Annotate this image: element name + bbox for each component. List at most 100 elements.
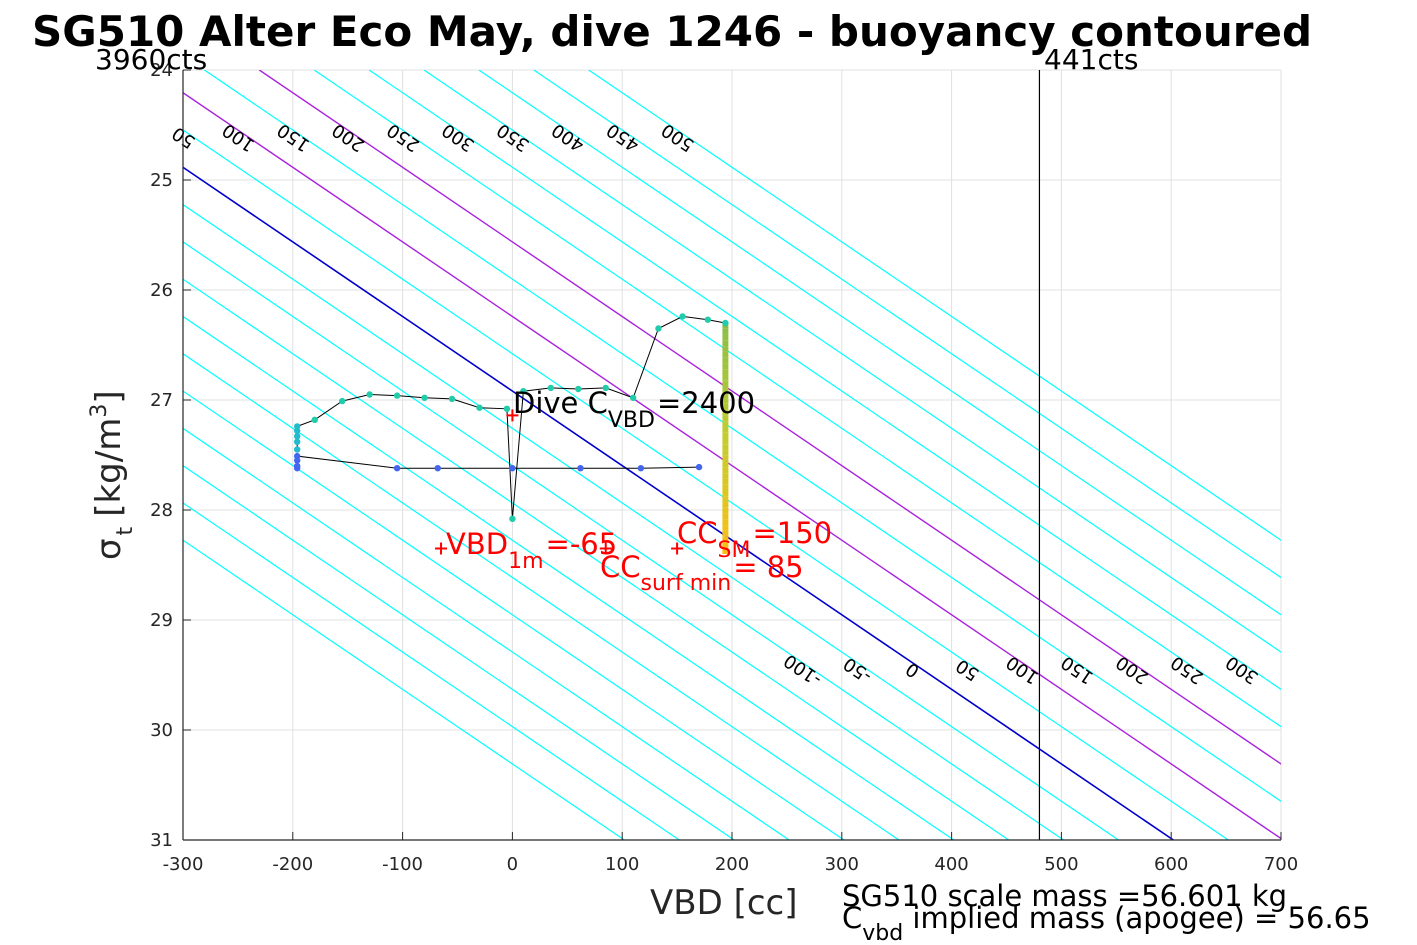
contour-line	[183, 241, 1064, 840]
cc-sm-post: =150	[752, 516, 832, 550]
cc-sm-annotation: CCSM=150	[677, 516, 832, 563]
climb-point	[293, 427, 301, 434]
descent-point	[293, 462, 301, 470]
contour-label-lower: 250	[1167, 651, 1207, 688]
left-counts-label: 3960cts	[95, 43, 207, 76]
climb-point	[679, 313, 686, 320]
descent-point	[393, 465, 401, 472]
climb-point	[547, 384, 555, 392]
dive-cvbd-sub: VBD	[608, 408, 655, 433]
climb-point	[448, 395, 456, 403]
cc-surf-min-post: = 85	[733, 550, 803, 584]
vbd-1m-pre: VBD	[446, 527, 508, 561]
climb-point	[655, 325, 662, 332]
y-tick-label: 31	[150, 830, 173, 851]
vbd-1m-annotation: VBD1m=-65	[446, 527, 617, 574]
climb-point	[722, 319, 729, 327]
climb-point	[293, 433, 301, 440]
marker-cc_sm	[671, 542, 684, 555]
contour-label-lower: 300	[1222, 651, 1262, 688]
contour-line	[183, 502, 680, 840]
x-tick-label: 300	[825, 854, 859, 875]
contour-line	[183, 91, 1281, 840]
contour-line	[588, 70, 1281, 541]
contour-labels: 50 100 150 200 250 300 350 400 450 500 -100 -50 0 50 1…	[168, 119, 1262, 690]
contour-label-upper: 200	[328, 119, 368, 156]
y-label-unit: [kg/m	[89, 418, 129, 517]
dive-cvbd-pre: Dive C	[513, 386, 608, 420]
climb-point	[503, 405, 511, 412]
climb-point	[476, 404, 483, 411]
cc-surf-min-sub: surf min	[641, 571, 732, 596]
x-ticks: -300 -200 -100 0 100 200 300 400 500 600 700	[163, 832, 1298, 875]
buoyancy-contours	[183, 70, 1281, 840]
vbd-1m-post: =-65	[546, 527, 618, 561]
climb-point	[704, 316, 712, 323]
descent-point	[577, 465, 584, 472]
contour-label-lower: -100	[780, 649, 826, 689]
contour-line	[183, 390, 845, 840]
contour-line	[478, 70, 1281, 616]
y-tick-label: 30	[150, 720, 173, 741]
descent-point	[695, 463, 703, 471]
contour-label-lower: 150	[1057, 651, 1097, 688]
contour-line	[183, 427, 790, 840]
y-ticks: 24 25 26 27 28 29 30 31	[150, 60, 191, 851]
climb-point	[575, 385, 582, 393]
contour-line	[368, 70, 1281, 691]
descent-point	[434, 465, 441, 472]
contour-line	[258, 70, 1281, 765]
contour-line	[183, 539, 625, 840]
contour-line	[313, 70, 1281, 728]
contour-label-lower: -50	[840, 653, 876, 687]
y-label-main: σ	[89, 538, 129, 560]
contour-line	[423, 70, 1281, 653]
implied-mass-post: implied mass (apogee) = 56.65	[903, 901, 1370, 935]
scale-mass-text: SG510 scale mass =56.601 kg	[842, 879, 1287, 913]
climb-point	[520, 388, 527, 395]
x-tick-label: -100	[382, 854, 423, 875]
contour-line	[183, 129, 1229, 840]
chart-title: SG510 Alter Eco May, dive 1246 - buoyanc…	[32, 7, 1312, 56]
descent-point	[293, 457, 301, 464]
grid	[182, 69, 1282, 841]
y-label-sup: 3	[87, 404, 112, 418]
dive-cvbd-annotation: Dive CVBD=2400	[513, 386, 755, 433]
climb-point	[366, 391, 373, 398]
cc-sm-pre: CC	[677, 516, 718, 550]
x-tick-label: 400	[934, 854, 968, 875]
cc-sm-sub: SM	[718, 538, 751, 563]
contour-label-upper: 250	[383, 119, 423, 156]
implied-mass-sub: vbd	[862, 921, 903, 945]
climb-point	[509, 515, 516, 522]
x-tick-label: -300	[163, 854, 204, 875]
vbd-1m-sub: 1m	[508, 549, 543, 574]
contour-label-upper: 50	[168, 122, 199, 152]
contour-line	[183, 315, 955, 840]
contour-label-upper: 300	[438, 119, 478, 156]
contour-label-lower: 0	[902, 658, 923, 682]
dive-cvbd-post: =2400	[657, 386, 755, 420]
contour-label-upper: 350	[493, 119, 533, 156]
y-tick-label: 28	[150, 500, 173, 521]
dive-series	[293, 313, 729, 554]
y-axis-label: σt [kg/m3]	[87, 390, 138, 560]
x-tick-label: 600	[1154, 854, 1188, 875]
y-tick-label: 29	[150, 610, 173, 631]
marker-vbd_1m	[435, 542, 448, 555]
x-tick-label: 0	[507, 854, 518, 875]
contour-line	[183, 166, 1174, 840]
contour-line	[183, 353, 900, 840]
annotation-markers	[435, 409, 684, 555]
implied-mass-text: Cvbd implied mass (apogee) = 56.65	[842, 901, 1371, 945]
contour-line	[204, 70, 1281, 802]
climb-point	[293, 446, 301, 453]
contour-label-upper: 150	[274, 119, 314, 156]
x-tick-label: -200	[272, 854, 313, 875]
contour-label-upper: 400	[548, 119, 588, 156]
y-label-close: ]	[89, 390, 129, 403]
climb-point	[629, 394, 637, 401]
contour-label-lower: 50	[952, 655, 983, 685]
x-tick-label: 200	[715, 854, 749, 875]
